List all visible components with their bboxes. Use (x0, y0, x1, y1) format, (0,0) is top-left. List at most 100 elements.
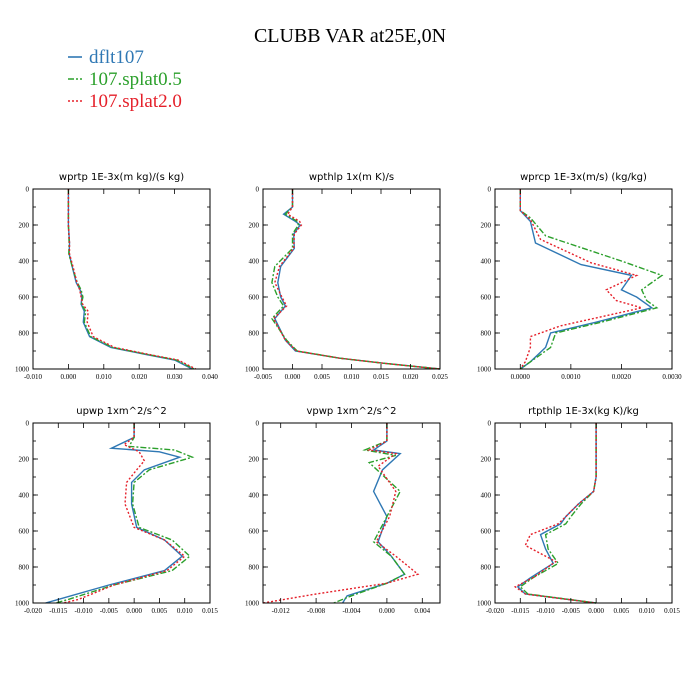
x-tick-label: -0.020 (486, 607, 505, 615)
panel-title: vpwp 1xm^2/s^2 (306, 406, 396, 417)
series-line-dflt107 (519, 189, 654, 370)
panel-title: rtpthlp 1E-3x(kg K)/kg (528, 406, 639, 417)
series-line-dflt107 (342, 423, 406, 604)
x-tick-label: 0.000 (61, 373, 77, 381)
x-tick-label: 0.005 (314, 373, 330, 381)
y-tick-label: 1000 (245, 600, 260, 608)
y-tick-label: 400 (19, 258, 30, 266)
plot-frame (494, 422, 673, 604)
y-tick-label: 400 (249, 492, 260, 500)
x-tick-label: 0.040 (202, 373, 218, 381)
x-tick-label: -0.005 (562, 607, 581, 615)
y-tick-label: 1000 (15, 366, 30, 374)
y-tick-label: 400 (19, 492, 30, 500)
panel-4: vpwp 1xm^2/s^2 0 200 400 600 800 1000 -0.012 -0.… (245, 406, 441, 615)
y-tick-label: 800 (481, 564, 492, 572)
x-tick-label: 0.0010 (561, 373, 581, 381)
x-tick-label: 0.010 (96, 373, 112, 381)
y-tick-label: 1000 (477, 366, 492, 374)
panel-title: wprtp 1E-3x(m kg)/(s kg) (59, 172, 184, 183)
y-tick-label: 600 (249, 528, 260, 536)
x-tick-label: 0.000 (285, 373, 301, 381)
series-line-107.splat2.0 (67, 189, 197, 370)
series-line-dflt107 (45, 423, 184, 604)
panel-1: wpthlp 1x(m K)/s 0 200 400 600 800 1000-0.005 0… (245, 172, 448, 381)
legend-label-splat05: 107.splat0.5 (89, 69, 182, 90)
panel-5: rtpthlp 1E-3x(kg K)/kg02004006008001000-… (477, 406, 680, 615)
y-tick-label: 400 (249, 258, 260, 266)
series-line-107.splat0.5 (519, 423, 597, 604)
figure-title: CLUBB VAR at25E,0N (254, 25, 446, 47)
series-line-107.splat0.5 (271, 189, 441, 370)
y-tick-label: 600 (249, 294, 260, 302)
y-tick-label: 200 (249, 222, 260, 230)
y-tick-label: 200 (249, 456, 260, 464)
x-tick-label: -0.005 (254, 373, 273, 381)
y-tick-label: 400 (481, 492, 492, 500)
y-tick-label: 800 (19, 330, 30, 338)
panel-0: wprtp 1E-3x(m kg)/(s kg) 0 200 400 600 800 100… (15, 172, 218, 381)
plot-frame (32, 422, 211, 604)
y-tick-label: 800 (19, 564, 30, 572)
y-tick-label: 0 (256, 420, 260, 428)
x-tick-label: 0.015 (664, 607, 680, 615)
legend-label-dflt107: dflt107 (89, 47, 144, 68)
x-tick-label: 0.020 (403, 373, 419, 381)
legend: dflt107 107.splat0.5 107.splat2.0 (68, 47, 182, 112)
y-tick-label: 0 (256, 186, 260, 194)
series-line-107.splat2.0 (63, 423, 186, 604)
x-tick-label: -0.010 (537, 607, 556, 615)
series-line-107.splat2.0 (513, 423, 597, 604)
y-tick-label: 200 (19, 222, 30, 230)
legend-label-splat20: 107.splat2.0 (89, 91, 182, 112)
series-line-107.splat0.5 (519, 189, 664, 370)
y-tick-label: 200 (481, 456, 492, 464)
x-tick-label: 0.005 (152, 607, 168, 615)
x-tick-label: 0.010 (639, 607, 655, 615)
x-tick-label: 0.000 (126, 607, 142, 615)
x-tick-label: 0.025 (432, 373, 448, 381)
plot-frame (494, 188, 673, 370)
x-tick-label: 0.0030 (662, 373, 682, 381)
y-tick-label: 0 (26, 186, 30, 194)
x-tick-label: -0.005 (100, 607, 119, 615)
y-tick-label: 800 (249, 330, 260, 338)
series-line-107.splat0.5 (55, 423, 195, 604)
panel-2: wprcp 1E-3x(m/s) (kg/kg) 0 200 400 600 800 100… (477, 172, 682, 381)
x-tick-label: 0.005 (614, 607, 630, 615)
series-line-107.splat2.0 (272, 189, 441, 370)
x-tick-label: 0.020 (131, 373, 147, 381)
panel-title: wpthlp 1x(m K)/s (309, 172, 394, 183)
y-tick-label: 800 (249, 564, 260, 572)
y-tick-label: 0 (26, 420, 30, 428)
y-tick-label: 600 (19, 294, 30, 302)
x-tick-label: 0.0020 (612, 373, 632, 381)
y-tick-label: 0 (488, 186, 492, 194)
x-tick-label: 0.004 (414, 607, 430, 615)
y-tick-label: 200 (19, 456, 30, 464)
x-tick-label: 0.030 (167, 373, 183, 381)
x-tick-label: -0.012 (272, 607, 291, 615)
x-tick-label: -0.015 (511, 607, 530, 615)
series-line-dflt107 (273, 189, 441, 370)
y-tick-label: 600 (19, 528, 30, 536)
y-tick-label: 600 (481, 528, 492, 536)
x-tick-label: 0.010 (344, 373, 360, 381)
y-tick-label: 600 (481, 294, 492, 302)
y-tick-label: 1000 (245, 366, 260, 374)
y-tick-label: 0 (488, 420, 492, 428)
y-tick-label: 1000 (15, 600, 30, 608)
x-tick-label: -0.015 (49, 607, 68, 615)
x-tick-label: -0.010 (75, 607, 94, 615)
x-tick-label: -0.004 (342, 607, 361, 615)
panel-title: upwp 1xm^2/s^2 (76, 406, 166, 417)
panel-3: upwp 1xm^2/s^2 0 200 400 600 800 1000-0.020 -0.… (15, 406, 218, 615)
series-line-dflt107 (516, 423, 597, 604)
x-tick-label: 0.000 (588, 607, 604, 615)
x-tick-label: -0.010 (24, 373, 43, 381)
x-tick-label: 0.0000 (511, 373, 531, 381)
panel-title: wprcp 1E-3x(m/s) (kg/kg) (520, 172, 647, 183)
series-line-107.splat2.0 (519, 189, 642, 370)
panels: wprtp 1E-3x(m kg)/(s kg) 0 200 400 600 800 100… (15, 172, 682, 615)
